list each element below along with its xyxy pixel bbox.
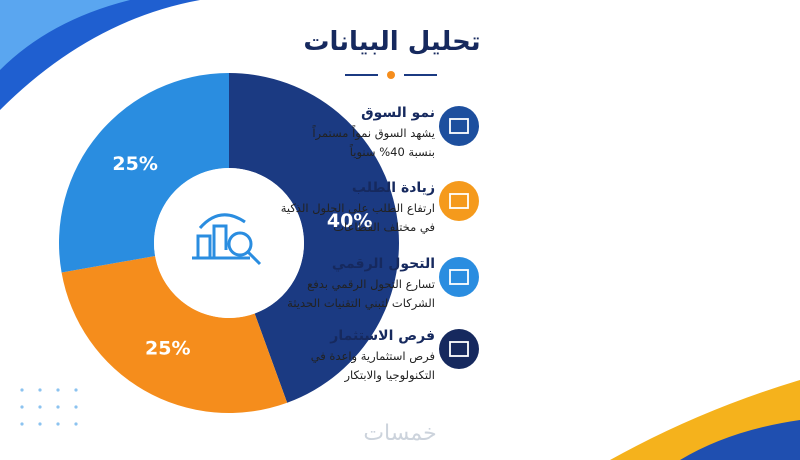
item-icon (439, 257, 479, 297)
decor-dot (387, 71, 395, 79)
item-text: التكنولوجيا والابتكار (344, 368, 435, 382)
item-icon (439, 106, 479, 146)
item-text: في مختلف القطاعات (333, 220, 435, 234)
item: التحول الرقمي تسارع التحول الرقمي بدفع الش… (175, 256, 435, 313)
decor-swoosh (0, 0, 130, 70)
item-title: التحول الرقمي (331, 256, 435, 272)
decor-swoosh (680, 420, 800, 460)
watermark: خمسات (363, 421, 436, 446)
item-text: الشركات لتبني التقنيات الحديثة (287, 296, 435, 310)
slice-label: 25% (112, 153, 157, 175)
item-icon-glyph (449, 341, 469, 357)
item: زيادة الطلب ارتفاع الطلب على الحلول الذكي… (175, 180, 435, 237)
dot-grid (20, 388, 78, 426)
item-text: ارتفاع الطلب على الحلول الذكية (280, 201, 435, 215)
item-text: بنسبة 40% سنوياً (349, 145, 435, 159)
item: فرص الاستثمار فرص استثمارية واعدة في التكن… (175, 328, 435, 385)
item-title: نمو السوق (361, 105, 435, 121)
donut-slice (58, 73, 229, 273)
item-icon (439, 329, 479, 369)
item-icon-glyph (449, 118, 469, 134)
slice-label: 40% (327, 210, 372, 232)
item-title: زيادة الطلب (351, 180, 435, 196)
donut-slice (61, 256, 288, 413)
item-text: يشهد السوق نمواً مستمراً (312, 126, 435, 140)
item-title: فرص الاستثمار (330, 328, 435, 344)
item-icon-glyph (449, 269, 469, 285)
item-text: فرص استثمارية واعدة في (310, 349, 435, 363)
chart-title: تحليل البيانات (303, 27, 480, 57)
item-text: تسارع التحول الرقمي بدفع (307, 277, 435, 291)
item-icon-glyph (449, 193, 469, 209)
center-icon (154, 168, 304, 318)
donut-slice (229, 73, 399, 403)
slice-label: 25% (145, 338, 190, 360)
item: نمو السوق يشهد السوق نمواً مستمراً بنسبة 4… (175, 105, 435, 162)
item-icon (439, 181, 479, 221)
